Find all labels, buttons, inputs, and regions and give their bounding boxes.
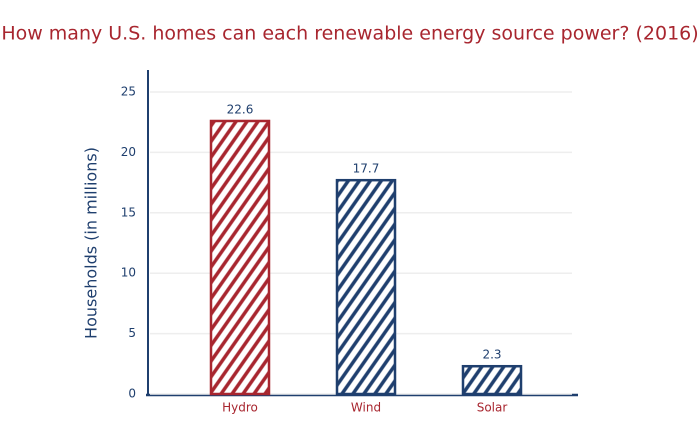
bar [209,119,271,396]
x-tick-label: Solar [477,401,508,415]
y-tick-label: 5 [128,326,136,340]
y-tick-label: 20 [121,145,136,159]
value-label: 17.7 [353,162,380,176]
y-tick-label: 25 [121,85,136,99]
value-label: 22.6 [227,102,254,116]
y-tick-label: 0 [128,387,136,401]
x-tick-label: Wind [351,401,381,415]
x-tick-label: Hydro [222,401,258,415]
bar [335,178,397,396]
bar [461,364,523,396]
chart-title: How many U.S. homes can each renewable e… [1,23,698,45]
y-tick-label: 15 [121,205,136,219]
value-label: 2.3 [482,348,501,362]
y-tick-label: 10 [121,266,136,280]
y-axis-label: Households (in millions) [82,147,101,339]
